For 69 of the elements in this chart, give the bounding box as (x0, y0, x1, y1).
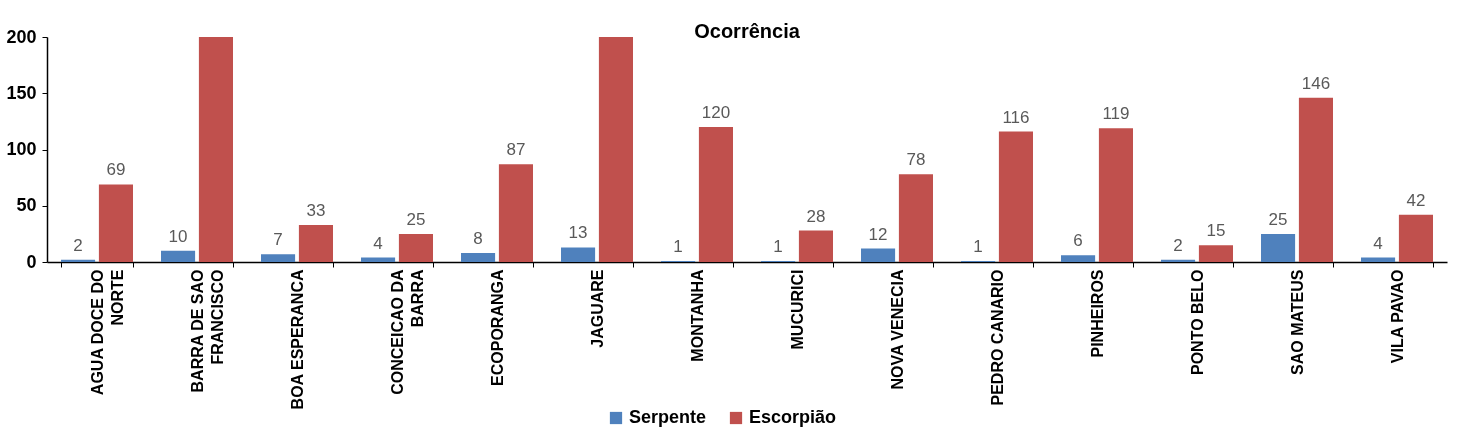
data-label: 10 (168, 226, 188, 246)
x-tick-label: MONTANHA (688, 269, 706, 362)
data-label: 28 (806, 206, 826, 226)
y-tick-label: 0 (26, 251, 37, 272)
data-label: 33 (306, 200, 326, 220)
x-tick-label: BARRA DE SAO FRANCISCO (188, 269, 226, 393)
data-label: 78 (906, 150, 926, 170)
data-label: 1 (773, 236, 783, 256)
bar (198, 37, 233, 262)
bar (398, 233, 433, 262)
data-label: 42 (1406, 190, 1426, 210)
data-label: 2 (73, 235, 83, 255)
bar (1261, 233, 1296, 262)
data-label: 1 (973, 236, 983, 256)
x-tick-label: ECOPORANGA (488, 269, 506, 386)
data-label: 12 (868, 224, 888, 244)
bar (1098, 128, 1133, 262)
bar (98, 184, 133, 262)
y-tick-label: 100 (6, 139, 37, 159)
bar (998, 131, 1033, 262)
bar (1298, 97, 1333, 262)
bar (298, 224, 333, 262)
bar (498, 164, 533, 262)
data-label: 1 (673, 236, 683, 256)
bar (898, 174, 933, 262)
bar (798, 230, 833, 262)
data-label: 25 (1268, 209, 1288, 229)
data-label: 69 (106, 160, 126, 180)
bar (1398, 214, 1433, 262)
bar (1061, 255, 1096, 262)
data-label: 7 (273, 230, 283, 250)
data-label: 116 (1002, 107, 1030, 127)
bar (861, 248, 896, 262)
bar (261, 254, 296, 262)
data-label: 25 (406, 209, 426, 229)
legend-label: Serpente (629, 407, 707, 427)
y-tick-label: 150 (6, 82, 37, 103)
x-tick-label: VILA PAVAO (1388, 269, 1406, 364)
data-label: 8 (473, 229, 483, 248)
y-tick-label: 200 (6, 26, 37, 47)
x-tick-label: PINHEIROS (1088, 269, 1106, 358)
bar (461, 253, 496, 262)
x-tick-label: JAGUARE (588, 269, 606, 348)
data-label: 87 (506, 140, 526, 160)
data-label: 119 (1102, 104, 1130, 124)
x-tick-label: AGUA DOCE DO NORTE (88, 269, 126, 396)
bar (698, 127, 733, 262)
data-label: 13 (568, 223, 588, 243)
bar (161, 250, 196, 262)
x-tick-label: BOA ESPERANCA (288, 269, 306, 410)
x-tick-label: PONTO BELO (1188, 269, 1206, 375)
data-label: 2 (1173, 235, 1183, 255)
data-label: 146 (1301, 73, 1331, 93)
data-label: 4 (1373, 233, 1383, 253)
data-label: 120 (701, 103, 731, 122)
y-tick-label: 50 (16, 195, 37, 216)
data-label: 15 (1206, 221, 1226, 241)
data-label: 6 (1073, 231, 1083, 251)
data-label: 4 (373, 233, 383, 253)
x-tick-label: PEDRO CANARIO (988, 269, 1006, 406)
bar (598, 37, 633, 262)
x-tick-label: CONCEICAO DA BARRA (388, 269, 426, 395)
bar (1198, 245, 1233, 262)
x-tick-label: NOVA VENECIA (888, 269, 906, 390)
chart-title: Ocorrência (694, 20, 801, 42)
x-tick-label: MUCURICI (788, 269, 806, 350)
legend-label: Escorpião (749, 407, 837, 427)
bar (561, 247, 596, 262)
x-tick-label: SAO MATEUS (1288, 269, 1306, 375)
